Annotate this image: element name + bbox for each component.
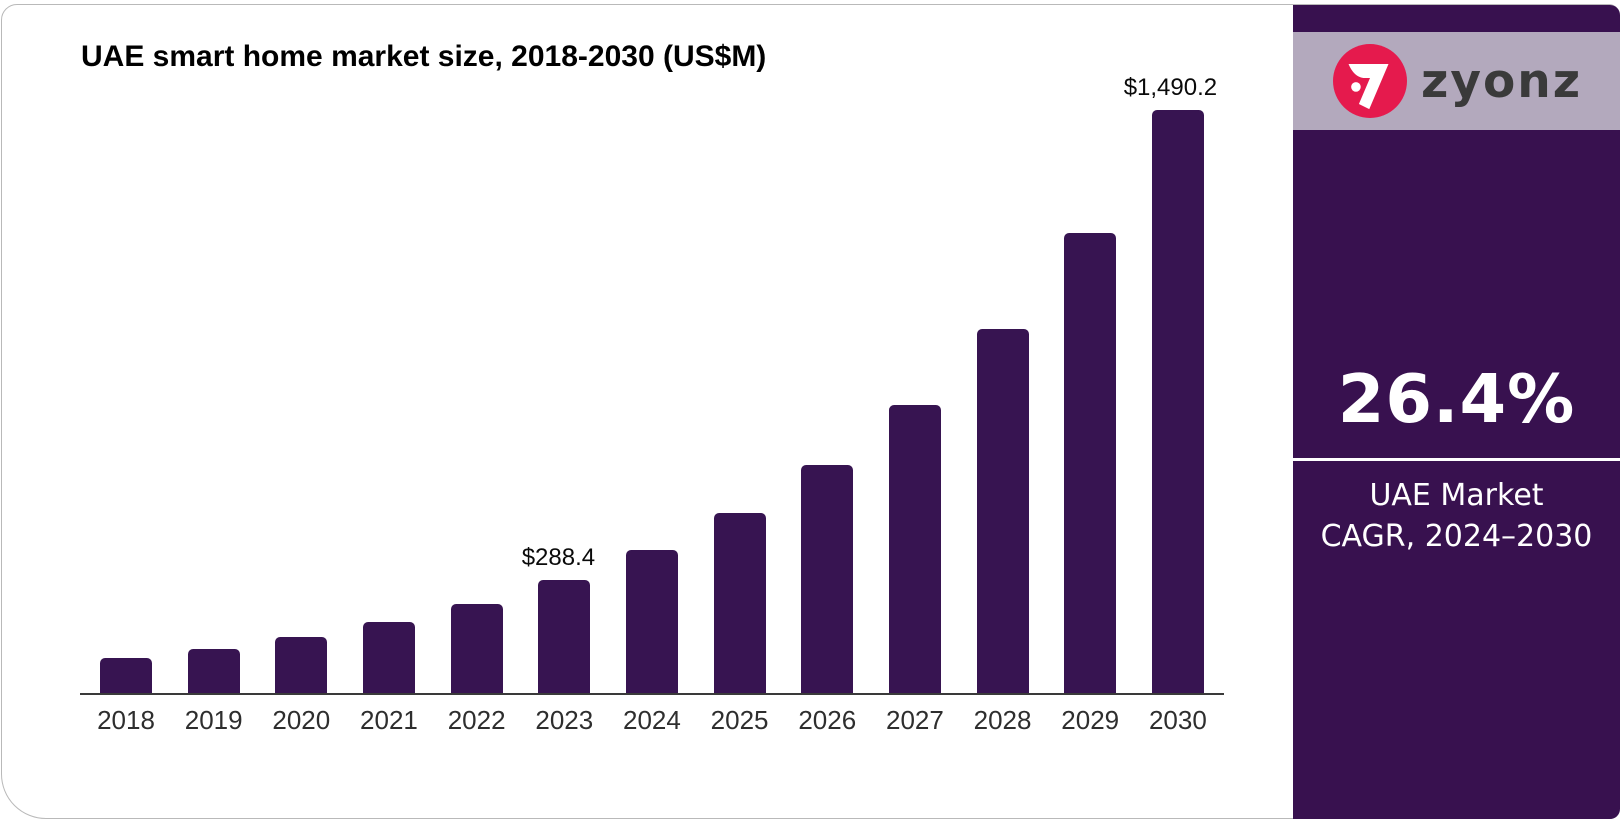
bar-column xyxy=(187,649,240,693)
bar-2030 xyxy=(1151,110,1204,693)
x-tick-label: 2029 xyxy=(1061,705,1120,735)
x-tick-label: 2019 xyxy=(184,705,243,735)
x-tick-label: 2030 xyxy=(1148,705,1207,735)
bar-2025 xyxy=(713,513,766,693)
bar-column xyxy=(888,405,941,693)
bar-column: $1,490.2 xyxy=(1124,74,1217,693)
cagr-label: UAE Market CAGR, 2024–2030 xyxy=(1321,475,1593,557)
logo-band: zyonz xyxy=(1293,32,1620,130)
bar-2022 xyxy=(450,604,503,693)
sidebar-divider xyxy=(1293,458,1620,461)
page-title: UAE smart home market size, 2018-2030 (U… xyxy=(81,40,767,73)
bar-column: $288.4 xyxy=(522,544,595,693)
bar-column xyxy=(450,604,503,693)
bar-2023 xyxy=(538,580,591,693)
bar-2021 xyxy=(362,622,415,693)
x-tick-label: 2027 xyxy=(885,705,944,735)
bar-2028 xyxy=(976,329,1029,693)
x-tick-label: 2025 xyxy=(710,705,769,735)
bar-column xyxy=(976,329,1029,693)
bar-column xyxy=(275,637,328,693)
x-tick-label: 2021 xyxy=(360,705,418,735)
x-tick-label: 2018 xyxy=(97,705,155,735)
zyonz-arrow-7-icon xyxy=(1333,44,1407,118)
zyonz-logo-icon xyxy=(1333,44,1407,118)
bar-column xyxy=(1064,233,1117,693)
bar-2027 xyxy=(888,405,941,693)
data-label: $288.4 xyxy=(521,544,596,571)
cagr-label-line2: CAGR, 2024–2030 xyxy=(1320,519,1593,554)
x-tick-label: 2022 xyxy=(447,705,506,735)
x-tick-label: 2026 xyxy=(798,705,857,735)
bar-2024 xyxy=(625,550,678,693)
data-label: $1,490.2 xyxy=(1123,74,1218,101)
bars: $288.4 $1,490.2 xyxy=(80,74,1224,695)
bar-2018 xyxy=(100,658,152,693)
bar-2020 xyxy=(275,637,328,693)
bar-chart: $288.4 $1,490.2 2018 2019 2020 2021 2022 2023 2… xyxy=(80,74,1224,736)
brand-wordmark: zyonz xyxy=(1421,53,1583,109)
bar-2026 xyxy=(801,465,854,693)
bar-2029 xyxy=(1064,233,1117,693)
cagr-value: 26.4% xyxy=(1337,360,1576,438)
bar-column xyxy=(625,550,678,693)
x-tick-label: 2024 xyxy=(623,705,681,735)
bar-column xyxy=(801,465,854,693)
bar-column xyxy=(100,658,152,693)
x-tick-label: 2020 xyxy=(272,705,331,735)
cagr-label-line1: UAE Market xyxy=(1369,478,1544,513)
bar-column xyxy=(362,622,415,693)
x-tick-label: 2023 xyxy=(535,705,594,735)
x-tick-label: 2028 xyxy=(973,705,1032,735)
x-axis-labels: 2018 2019 2020 2021 2022 2023 2024 2025 2026 2027… xyxy=(80,705,1224,736)
brand-sidebar: zyonz 26.4% UAE Market CAGR, 2024–2030 xyxy=(1293,5,1620,819)
bar-2019 xyxy=(187,649,240,693)
bar-column xyxy=(713,513,766,693)
